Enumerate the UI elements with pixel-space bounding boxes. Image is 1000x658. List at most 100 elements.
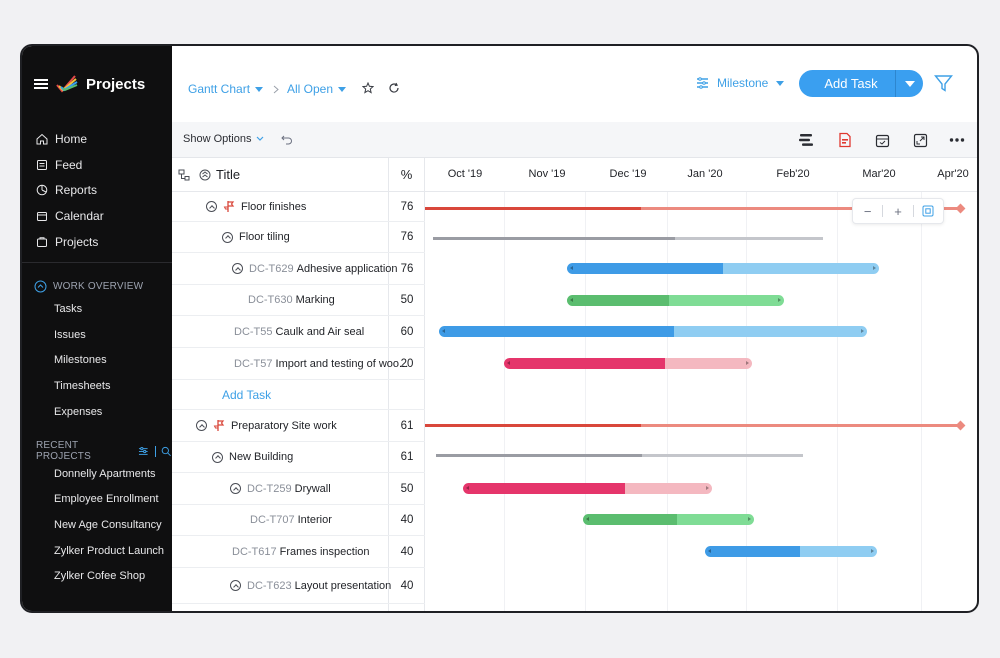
- nav-issues[interactable]: Issues: [54, 329, 86, 341]
- task-name[interactable]: New Building: [229, 451, 294, 463]
- bars-view-icon[interactable]: [797, 131, 815, 149]
- table-row[interactable]: DC-T629 Adhesive application: [172, 253, 398, 285]
- task-bar[interactable]: [463, 483, 712, 494]
- bar-right-handle-icon[interactable]: [706, 486, 709, 490]
- nav-timesheets[interactable]: Timesheets: [54, 380, 111, 392]
- filter-sliders-icon[interactable]: [138, 446, 149, 457]
- task-name[interactable]: Marking: [295, 294, 335, 306]
- recent-project-item[interactable]: New Age Consultancy: [54, 519, 162, 531]
- milestone-line-remaining[interactable]: [641, 424, 960, 427]
- collapse-toggle-icon[interactable]: [230, 580, 241, 591]
- task-name[interactable]: Caulk and Air seal: [275, 325, 365, 338]
- task-bar[interactable]: [504, 358, 752, 369]
- collapse-toggle-icon[interactable]: [212, 451, 223, 463]
- collapse-toggle-icon[interactable]: [206, 201, 217, 212]
- nav-milestones[interactable]: Milestones: [54, 354, 107, 366]
- task-id[interactable]: DC-T57: [234, 357, 273, 370]
- refresh-icon[interactable]: [388, 82, 400, 94]
- task-name[interactable]: Adhesive application: [296, 262, 398, 275]
- bar-right-handle-icon[interactable]: [873, 266, 876, 270]
- bar-left-handle-icon[interactable]: [570, 298, 573, 302]
- bar-left-handle-icon[interactable]: [708, 549, 711, 553]
- zoom-in-button[interactable]: +: [894, 203, 902, 219]
- show-options-dropdown[interactable]: Show Options: [183, 133, 264, 145]
- table-row[interactable]: DC-T630 Marking: [172, 285, 389, 316]
- milestone-selector[interactable]: Milestone: [696, 76, 785, 90]
- task-bar[interactable]: [583, 514, 754, 525]
- task-name[interactable]: Preparatory Site work: [231, 419, 337, 432]
- zoom-out-button[interactable]: −: [863, 203, 872, 219]
- bar-left-handle-icon[interactable]: [570, 266, 573, 270]
- task-bar[interactable]: [439, 326, 867, 337]
- task-name[interactable]: Import and testing of woo...: [275, 357, 409, 370]
- collapse-all-icon[interactable]: [199, 169, 211, 181]
- task-name[interactable]: Floor tiling: [239, 231, 290, 243]
- search-icon[interactable]: [161, 446, 172, 457]
- view-selector[interactable]: Gantt Chart: [188, 82, 264, 96]
- bar-left-handle-icon[interactable]: [466, 486, 469, 490]
- milestone-diamond-icon[interactable]: [955, 420, 966, 431]
- bar-left-handle-icon[interactable]: [586, 517, 589, 521]
- task-id[interactable]: DC-T630: [248, 294, 293, 306]
- bar-right-handle-icon[interactable]: [778, 298, 781, 302]
- table-row[interactable]: DC-T259 Drywall: [172, 473, 389, 505]
- table-row[interactable]: Preparatory Site work: [172, 410, 389, 442]
- filter-funnel-icon[interactable]: [934, 74, 953, 93]
- nav-tasks[interactable]: Tasks: [54, 303, 83, 315]
- fit-to-screen-button[interactable]: [914, 205, 943, 217]
- critical-path-icon[interactable]: [836, 131, 854, 149]
- task-name[interactable]: Layout presentation: [294, 579, 392, 592]
- bar-right-handle-icon[interactable]: [746, 361, 749, 365]
- star-icon[interactable]: [362, 82, 374, 94]
- add-task-dropdown[interactable]: [896, 80, 923, 87]
- table-row[interactable]: DC-T57 Import and testing of woo...: [172, 348, 408, 380]
- nav-feed[interactable]: Feed: [36, 152, 104, 178]
- task-name[interactable]: Frames inspection: [279, 545, 370, 558]
- undo-icon[interactable]: [281, 134, 293, 145]
- table-row[interactable]: DC-T55 Caulk and Air seal: [172, 316, 389, 348]
- collapse-toggle-icon[interactable]: [230, 483, 241, 494]
- nav-projects[interactable]: Projects: [36, 229, 104, 255]
- menu-icon[interactable]: [34, 79, 48, 89]
- add-task-button[interactable]: Add Task: [799, 70, 923, 97]
- table-row[interactable]: Floor tiling: [172, 222, 389, 253]
- collapse-toggle-icon[interactable]: [222, 231, 233, 243]
- task-bar[interactable]: [705, 546, 877, 557]
- milestone-line-remaining[interactable]: [641, 207, 960, 210]
- table-row[interactable]: New Building: [172, 442, 389, 473]
- task-name[interactable]: Floor finishes: [241, 200, 307, 213]
- task-id[interactable]: DC-T55: [234, 325, 273, 338]
- table-row[interactable]: DC-T617 Frames inspection: [172, 536, 389, 568]
- add-task-link[interactable]: Add Task: [222, 387, 272, 402]
- task-bar[interactable]: [567, 295, 784, 306]
- nav-calendar[interactable]: Calendar: [36, 203, 104, 229]
- hierarchy-icon[interactable]: [178, 169, 190, 181]
- nav-reports[interactable]: Reports: [36, 177, 104, 203]
- bar-right-handle-icon[interactable]: [871, 549, 874, 553]
- task-id[interactable]: DC-T617: [232, 545, 277, 558]
- task-id[interactable]: DC-T259: [247, 482, 292, 495]
- task-id[interactable]: DC-T629: [249, 262, 294, 275]
- recent-project-item[interactable]: Employee Enrollment: [54, 493, 159, 505]
- task-name[interactable]: Drywall: [294, 482, 331, 495]
- recent-project-item[interactable]: Zylker Product Launch: [54, 545, 164, 557]
- milestone-diamond-icon[interactable]: [955, 203, 966, 214]
- summary-line-remaining[interactable]: [642, 454, 803, 457]
- more-options-icon[interactable]: [948, 131, 966, 149]
- expand-icon[interactable]: [911, 131, 929, 149]
- bar-left-handle-icon[interactable]: [507, 361, 510, 365]
- work-overview-header[interactable]: WORK OVERVIEW: [34, 280, 143, 293]
- table-row[interactable]: DC-T707 Interior: [172, 505, 389, 536]
- nav-home[interactable]: Home: [36, 126, 104, 152]
- nav-expenses[interactable]: Expenses: [54, 406, 103, 418]
- calendar-icon[interactable]: [873, 131, 891, 149]
- recent-project-item[interactable]: Donnelly Apartments: [54, 468, 156, 480]
- summary-line-remaining[interactable]: [675, 237, 823, 240]
- collapse-toggle-icon[interactable]: [232, 263, 243, 274]
- task-bar[interactable]: [567, 263, 879, 274]
- bar-right-handle-icon[interactable]: [861, 329, 864, 333]
- table-row[interactable]: DC-T623 Layout presentation: [172, 568, 392, 604]
- task-id[interactable]: DC-T623: [247, 579, 292, 592]
- recent-project-item[interactable]: Zylker Cofee Shop: [54, 570, 146, 582]
- task-id[interactable]: DC-T707: [250, 514, 295, 526]
